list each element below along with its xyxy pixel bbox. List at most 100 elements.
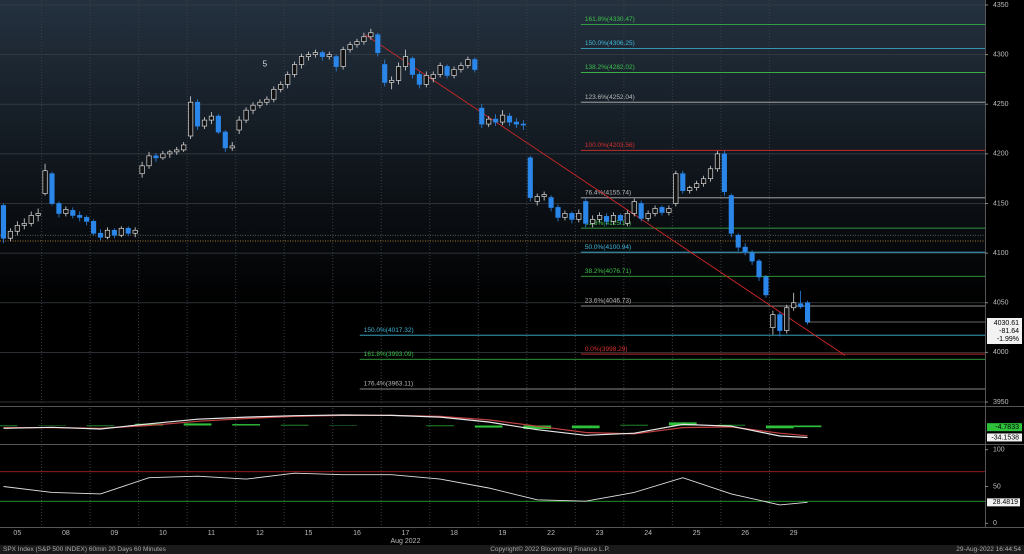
candle-body (389, 80, 395, 83)
y-tick-label: 4150 (993, 200, 1009, 207)
rsi-tick-label: 100 (993, 447, 1005, 454)
x-tick-label: 29 (790, 530, 798, 537)
rsi-label: 28.4819 (993, 499, 1018, 506)
macd-histogram-bar (717, 424, 746, 426)
y-tick-label: 4000 (993, 349, 1009, 356)
fib-label: 76.4%(4155.74) (585, 190, 631, 197)
candle-body (340, 49, 346, 67)
change: -81.64 (999, 328, 1019, 335)
change-pct: -1.99% (997, 336, 1019, 343)
candle-body (527, 157, 533, 198)
y-tick-label: 4100 (993, 250, 1009, 257)
candle-body (326, 54, 332, 57)
fib-label: 161.8%(4330.47) (585, 16, 635, 23)
fib-label: 138.2%(4282.02) (585, 64, 635, 71)
annotation: 5 (263, 60, 268, 69)
candle-body (402, 56, 409, 67)
candle-body (791, 302, 797, 309)
macd-histogram-bar (765, 425, 794, 429)
candle-body (229, 145, 235, 149)
macd-histogram-bar (474, 425, 503, 428)
candle-body (278, 84, 284, 90)
candle-body (777, 314, 783, 331)
candle-body (603, 216, 610, 222)
candle-body (382, 64, 388, 83)
fib-label: 23.6%(4046.73) (585, 298, 631, 305)
candle-body (208, 115, 214, 121)
candle-body (305, 54, 312, 57)
x-tick-label: 23 (596, 530, 604, 537)
candle-body (285, 74, 291, 85)
rsi-tick-label: 50 (993, 483, 1001, 490)
fib-label: 50.0%(4100.94) (585, 244, 631, 251)
macd-label: -34.1538 (991, 434, 1019, 441)
candle-body (132, 229, 138, 234)
candle-body (188, 101, 194, 137)
candle-body (687, 187, 693, 191)
candle-body (56, 203, 62, 214)
candle-body (368, 32, 374, 38)
candle-body (590, 219, 596, 224)
macd-line (3, 414, 808, 439)
candle-body (666, 208, 672, 213)
x-tick-label: 26 (741, 530, 749, 537)
candle-body (49, 173, 55, 204)
candle-body (583, 201, 589, 224)
macd-histogram-bar (280, 424, 309, 426)
fib-label: 100.0%(4203.56) (585, 142, 635, 149)
fib-label: 176.4%(3963.11) (364, 381, 413, 388)
candle-body (257, 101, 263, 106)
candle-body (763, 276, 769, 296)
rsi-tick-label: 0 (993, 520, 997, 527)
candle-body (493, 118, 499, 123)
x-tick-label: 17 (402, 530, 410, 537)
candle-body (742, 246, 748, 253)
candle-body (430, 74, 436, 79)
candle-body (680, 173, 686, 191)
candle-body (721, 153, 727, 192)
timestamp: 29-Aug-2022 16:44:54 (956, 546, 1021, 553)
candle-body (652, 208, 658, 214)
candle-body (804, 302, 811, 323)
candle-body (312, 52, 318, 55)
fib-label: 150.0%(4017.32) (364, 327, 414, 334)
trendline (365, 34, 846, 356)
candle-body (396, 66, 402, 81)
candle-body (70, 210, 76, 216)
candle-body (28, 215, 34, 224)
y-tick-label: 4050 (993, 300, 1009, 307)
last-price-box (987, 318, 1022, 345)
candle-body (784, 307, 790, 331)
candle-body (728, 195, 734, 234)
x-tick-label: 18 (450, 530, 458, 537)
candle-body (236, 119, 242, 131)
status-title: SPX Index (S&P 500 INDEX) 60min 20 Days … (3, 546, 167, 553)
y-tick-label: 4300 (993, 51, 1009, 58)
main-panel (0, 0, 985, 405)
candle-body (569, 213, 575, 220)
candle-body (77, 215, 83, 218)
candle-body (756, 260, 762, 278)
candle-body (423, 75, 429, 85)
candle-body (610, 215, 617, 222)
candle-body (770, 314, 776, 328)
candle-body (631, 201, 637, 214)
fib-label: 123.6%(4252.04) (585, 94, 635, 101)
candle-body (84, 217, 90, 222)
candle-body (707, 168, 714, 180)
macd-histogram-bar (793, 425, 822, 428)
candle-body (91, 221, 97, 234)
candle-body (617, 215, 623, 221)
candle-body (215, 115, 221, 133)
candle-body (264, 98, 270, 103)
candle-body (624, 213, 630, 224)
y-tick-label: 4350 (993, 2, 1009, 9)
candle-body (506, 115, 513, 123)
candle-body (555, 207, 561, 218)
candle-body (298, 56, 305, 65)
candle-body (111, 229, 117, 236)
macd-box (987, 433, 1022, 442)
candle-body (194, 101, 201, 127)
